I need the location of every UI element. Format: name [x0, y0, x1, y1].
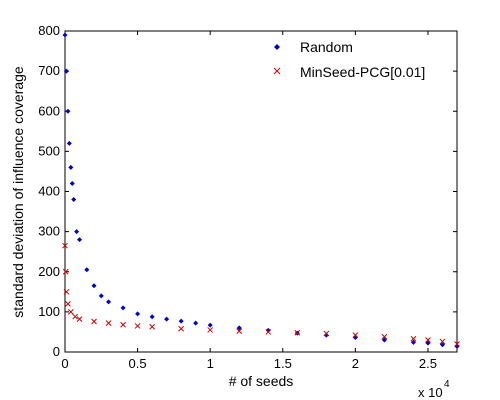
data-point — [323, 332, 329, 338]
y-tick-label: 300 — [38, 224, 60, 239]
data-point — [62, 32, 68, 38]
data-point — [72, 313, 79, 320]
data-point — [69, 180, 75, 186]
y-tick-label: 600 — [38, 103, 60, 118]
legend-label-random: Random — [300, 39, 353, 55]
y-axis-label: standard deviation of influence coverage — [10, 66, 26, 318]
data-point — [381, 337, 387, 343]
data-point — [91, 318, 97, 325]
data-point — [439, 342, 445, 348]
data-point — [454, 341, 460, 347]
data-point — [67, 309, 74, 315]
data-point — [381, 333, 388, 340]
data-point — [265, 327, 271, 333]
legend: Random MinSeed-PCG[0.01] — [273, 39, 425, 80]
x-axis: 0 0.5 1 1.5 2 2.5 — [61, 31, 437, 371]
data-point — [66, 140, 72, 146]
x-tick-label: 2.5 — [419, 356, 437, 371]
x-tick-label: 1 — [207, 356, 214, 371]
y-tick-label: 200 — [38, 264, 60, 279]
x-exponent-base: x 10 — [418, 385, 443, 400]
y-tick-label: 500 — [38, 143, 60, 158]
data-point — [425, 340, 431, 346]
data-point — [65, 300, 71, 307]
data-point — [77, 237, 83, 243]
data-point — [98, 293, 104, 299]
data-point — [91, 283, 97, 289]
y-tick-label: 800 — [38, 23, 60, 38]
data-point — [178, 318, 184, 324]
x-exponent-power: 4 — [444, 379, 450, 390]
data-point — [439, 338, 446, 345]
data-point — [410, 339, 416, 345]
data-point — [65, 108, 71, 114]
data-point — [425, 337, 431, 343]
data-point — [74, 229, 80, 235]
data-point — [68, 164, 74, 170]
data-point — [352, 332, 359, 339]
y-tick-label: 400 — [38, 184, 60, 199]
legend-label-minseed: MinSeed-PCG[0.01] — [300, 64, 425, 80]
data-point — [120, 305, 126, 311]
data-point — [62, 268, 69, 275]
x-tick-label: 2 — [352, 356, 359, 371]
y-tick-label: 700 — [38, 63, 60, 78]
x-tick-label: 1.5 — [274, 356, 292, 371]
data-point — [62, 242, 68, 249]
y-axis: 0 100 200 300 400 500 600 700 800 — [38, 23, 457, 359]
data-point — [193, 320, 199, 326]
series-layer — [62, 32, 460, 349]
y-tick-label: 100 — [38, 304, 60, 319]
data-point — [294, 329, 301, 336]
data-point — [135, 311, 141, 317]
x-tick-label: 0 — [61, 356, 68, 371]
data-point — [120, 321, 126, 328]
data-point — [207, 327, 214, 333]
data-point — [149, 314, 155, 320]
data-point — [164, 316, 170, 322]
data-point — [106, 299, 112, 305]
data-point — [134, 323, 141, 329]
data-point — [265, 329, 272, 335]
y-tick-label: 0 — [53, 344, 60, 359]
data-point — [178, 325, 185, 332]
data-point — [105, 320, 112, 326]
data-point — [149, 323, 155, 330]
x-tick-label: 0.5 — [129, 356, 147, 371]
data-point — [84, 267, 90, 273]
data-point — [71, 197, 77, 203]
x-axis-label: # of seeds — [229, 373, 294, 389]
data-point — [63, 288, 70, 295]
series-minseed-pcg — [62, 242, 460, 347]
data-point — [63, 68, 69, 74]
data-point — [76, 316, 83, 322]
data-point — [207, 322, 213, 328]
plot-area — [64, 30, 458, 353]
data-point — [236, 328, 243, 334]
legend-marker-random — [274, 44, 280, 50]
data-point — [236, 325, 242, 331]
data-point — [410, 335, 417, 342]
data-point — [323, 330, 330, 337]
legend-marker-minseed — [273, 67, 281, 75]
